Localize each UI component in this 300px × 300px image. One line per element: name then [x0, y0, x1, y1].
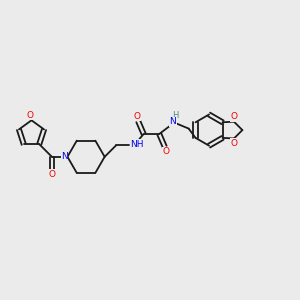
Text: O: O — [133, 112, 140, 121]
Text: O: O — [231, 112, 238, 122]
Text: N: N — [61, 152, 68, 161]
Text: NH: NH — [130, 140, 144, 149]
Text: H: H — [172, 112, 178, 121]
Text: O: O — [26, 111, 34, 120]
Text: O: O — [163, 147, 170, 156]
Text: O: O — [48, 170, 56, 179]
Text: O: O — [231, 139, 238, 148]
Text: N: N — [169, 118, 176, 127]
